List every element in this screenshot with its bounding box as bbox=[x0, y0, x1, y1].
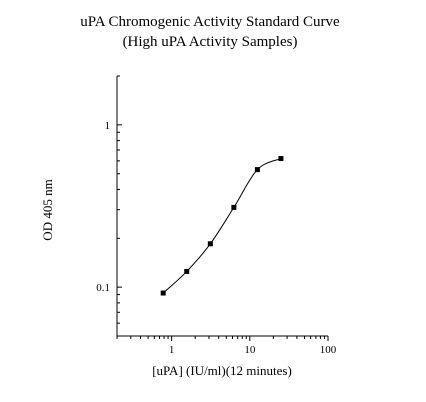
x-tick-label: 1 bbox=[169, 344, 175, 356]
data-point bbox=[207, 241, 213, 247]
data-points bbox=[160, 156, 284, 296]
y-axis-ticks bbox=[117, 75, 122, 337]
y-tick-label: 0.1 bbox=[96, 282, 110, 294]
y-tick-label: 1 bbox=[105, 120, 111, 132]
data-point bbox=[160, 290, 166, 296]
chart-subtitle: (High uPA Activity Samples) bbox=[123, 34, 298, 50]
data-point bbox=[254, 167, 260, 173]
chart-title: uPA Chromogenic Activity Standard Curve bbox=[80, 14, 340, 30]
x-axis-tick-labels: 1 10 100 bbox=[169, 344, 337, 356]
x-axis-ticks bbox=[116, 336, 329, 341]
data-point bbox=[184, 268, 190, 274]
plot-area bbox=[116, 76, 328, 337]
y-axis-label: OD 405 nm bbox=[40, 179, 55, 240]
x-axis-label: [uPA] (IU/ml)(12 minutes) bbox=[152, 363, 292, 378]
fit-curve bbox=[162, 158, 282, 294]
x-tick-label: 10 bbox=[244, 344, 256, 356]
data-point bbox=[231, 204, 237, 210]
x-tick-label: 100 bbox=[320, 344, 337, 356]
data-point bbox=[278, 156, 284, 162]
y-axis-tick-labels: 0.11 bbox=[96, 120, 110, 294]
